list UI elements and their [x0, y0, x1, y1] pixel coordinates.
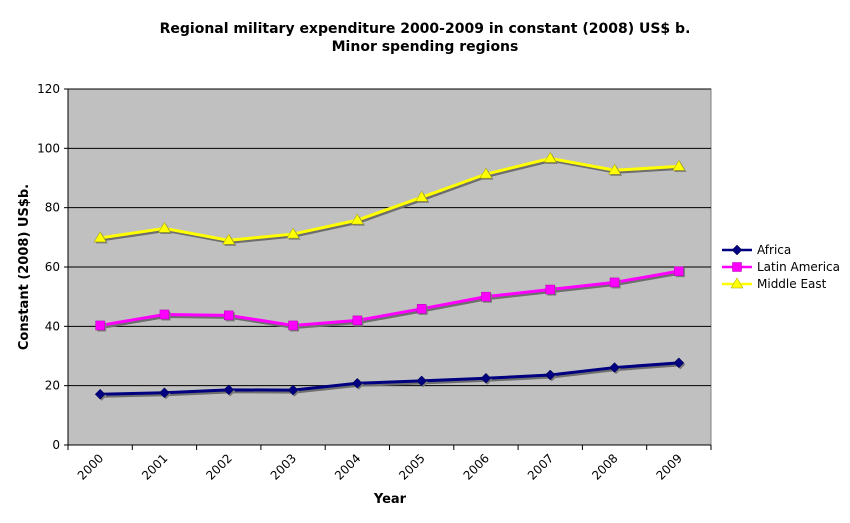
data-point — [416, 375, 428, 387]
data-point — [223, 384, 235, 396]
y-tick-label: 80 — [45, 201, 60, 215]
data-point — [159, 387, 170, 399]
data-point — [544, 369, 556, 381]
data-point — [731, 244, 743, 256]
x-tick-label: 2000 — [75, 451, 106, 482]
y-tick-label: 120 — [37, 82, 60, 96]
data-point — [415, 190, 429, 202]
data-point — [286, 227, 300, 239]
data-point — [351, 377, 363, 389]
series-line — [99, 269, 680, 327]
x-tick-label: 2009 — [653, 451, 684, 482]
legend: Africa Latin America Middle East — [722, 243, 840, 291]
x-tick-label: 2003 — [268, 451, 299, 482]
y-axis-ticks: 0 20 40 60 80 100 120 — [37, 82, 68, 452]
data-point — [609, 362, 620, 373]
legend-label: Middle East — [757, 277, 827, 291]
data-point — [673, 357, 685, 369]
series-line-shadow — [101, 158, 681, 244]
data-point — [479, 167, 493, 179]
legend-label: Latin America — [757, 260, 840, 274]
data-point — [672, 159, 686, 171]
data-point — [545, 284, 555, 295]
x-tick-label: 2005 — [396, 451, 427, 482]
x-tick-label: 2004 — [332, 451, 363, 482]
data-point — [95, 320, 105, 331]
data-point — [543, 151, 557, 163]
data-point — [730, 277, 744, 289]
data-point — [158, 221, 171, 233]
data-point — [287, 384, 299, 396]
data-point — [93, 231, 107, 243]
data-point — [222, 233, 236, 245]
y-tick-label: 0 — [52, 438, 60, 452]
data-point — [224, 310, 234, 321]
x-tick-label: 2007 — [525, 451, 556, 482]
legend-label: Africa — [757, 243, 791, 257]
data-point — [480, 372, 492, 384]
x-axis-ticks: 2000 2001 2002 2003 2004 2005 2006 2007 2008 2009 — [67, 445, 712, 483]
x-axis-label: Year — [373, 492, 407, 507]
series-line-shadow — [101, 363, 681, 398]
data-point — [732, 262, 742, 272]
data-point — [609, 277, 620, 288]
y-tick-label: 40 — [45, 319, 60, 333]
x-tick-label: 2002 — [203, 451, 234, 482]
y-tick-label: 100 — [37, 141, 60, 155]
series-line — [99, 156, 679, 242]
data-point — [350, 213, 364, 225]
data-point — [288, 320, 298, 331]
series-line-shadow — [101, 271, 681, 329]
y-tick-label: 60 — [45, 260, 60, 274]
series-group — [93, 151, 687, 401]
data-point — [674, 266, 684, 276]
data-point — [416, 304, 427, 314]
x-tick-label: 2006 — [461, 451, 492, 482]
y-tick-label: 20 — [45, 379, 60, 393]
chart-title: Regional military expenditure 2000-2009 … — [160, 21, 691, 37]
x-tick-label: 2008 — [589, 451, 620, 482]
y-axis-label: Constant (2008) US$b. — [17, 184, 32, 350]
x-tick-label: 2001 — [139, 451, 170, 482]
data-point — [159, 309, 170, 320]
data-point — [352, 315, 363, 326]
data-point — [481, 291, 491, 302]
data-point — [608, 163, 621, 175]
data-point — [94, 388, 106, 400]
chart-subtitle: Minor spending regions — [332, 39, 519, 55]
series-line — [100, 361, 679, 396]
